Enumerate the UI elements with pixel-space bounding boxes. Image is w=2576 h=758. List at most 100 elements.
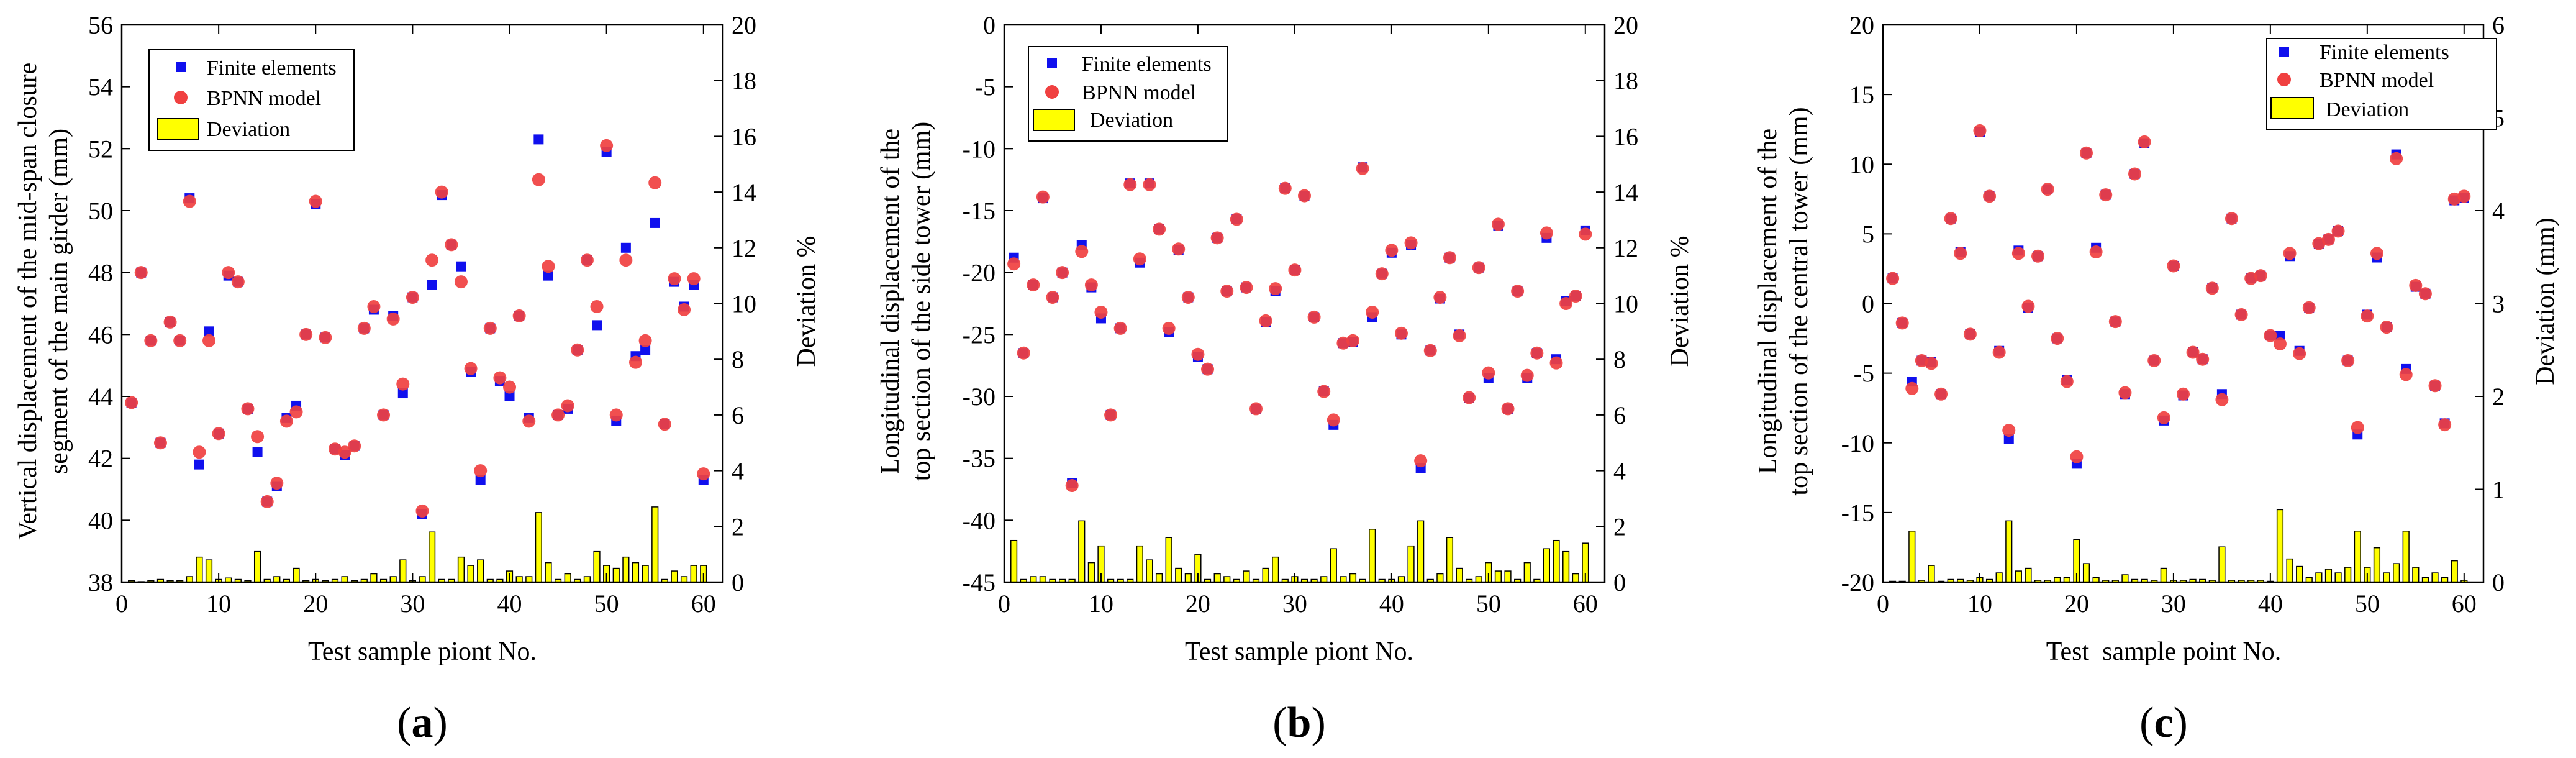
deviation-bar (2334, 572, 2342, 583)
y2-tick-label: 12 (732, 234, 756, 262)
deviation-bar (1908, 531, 1916, 583)
y-tick-label: -10 (1841, 429, 1874, 457)
deviation-bar (1995, 572, 2003, 583)
bpnn-point (2409, 278, 2423, 292)
bpnn-point (503, 380, 517, 394)
bpnn-point (2080, 146, 2093, 160)
finite-element-point (475, 475, 486, 485)
y-tick-label: 56 (88, 11, 113, 39)
deviation-bar (2160, 567, 2167, 583)
deviation-bar (515, 576, 523, 583)
y-tick-label: -15 (1841, 499, 1874, 527)
bpnn-point (609, 408, 623, 422)
bpnn-point (2157, 411, 2170, 424)
panel-label-b-letter: b (1287, 699, 1312, 747)
bpnn-point (628, 355, 642, 369)
bpnn-point (1007, 257, 1021, 271)
finite-element-point (252, 447, 263, 457)
bpnn-point (1973, 124, 1987, 137)
bpnn-point (2177, 387, 2190, 401)
bpnn-point (1963, 327, 1977, 341)
deviation-bar (1572, 573, 1579, 583)
bpnn-point (2138, 135, 2151, 148)
bpnn-point (2331, 224, 2345, 238)
bpnn-point (1443, 251, 1456, 265)
deviation-bar (564, 573, 571, 583)
deviation-bar (1504, 570, 1512, 583)
bpnn-point (580, 253, 594, 267)
bpnn-point (1453, 329, 1466, 342)
y2-tick-label: 0 (732, 568, 744, 596)
x-tick-label: 60 (1573, 590, 1598, 618)
y2-tick-label: 4 (732, 457, 744, 485)
x-tick-label: 30 (400, 590, 425, 618)
y2-tick-label: 4 (1613, 457, 1626, 485)
bpnn-point (542, 260, 555, 273)
bpnn-point (2021, 299, 2035, 313)
bpnn-point (1269, 282, 1282, 296)
y2-tick-label: 0 (1613, 568, 1626, 596)
deviation-bar (1320, 576, 1328, 583)
y-tick-label: -45 (963, 568, 995, 596)
y-tick-label: -10 (963, 135, 995, 163)
bpnn-point (2273, 337, 2287, 351)
bpnn-point (1143, 178, 1156, 191)
bpnn-point (2302, 301, 2316, 314)
deviation-bar (1523, 562, 1531, 583)
deviation-bar (2025, 567, 2032, 583)
bpnn-point (1934, 387, 1948, 401)
bpnn-point (522, 414, 536, 428)
deviation-bar (1543, 548, 1551, 583)
bpnn-point (2011, 247, 2025, 260)
bpnn-point (561, 399, 574, 413)
bpnn-point (2089, 245, 2103, 259)
deviation-bar (2276, 509, 2284, 583)
deviation-bar (1446, 537, 1454, 583)
finite-element-point (650, 217, 660, 228)
bpnn-point (2128, 167, 2142, 181)
deviation-bar (1223, 576, 1231, 583)
deviation-bar (477, 559, 484, 583)
legend-marker-fe-b (1047, 58, 1057, 68)
x-tick-label: 50 (594, 590, 619, 618)
bpnn-point (134, 266, 148, 280)
panel-label-a: (a) (397, 699, 448, 747)
y2-tick-label: 8 (732, 345, 744, 373)
y-tick-label: 0 (983, 11, 995, 39)
x-tick-label: 50 (2355, 590, 2380, 618)
finite-element-point (640, 345, 651, 355)
legend-b: Finite elements BPNN model Deviation (1028, 46, 1228, 142)
deviation-bar (1243, 570, 1250, 583)
deviation-bar (2324, 568, 2333, 583)
y2-tick-label: 0 (2492, 568, 2505, 596)
y-axis-label-a-line2: segment of the main girder (mm) (45, 129, 73, 474)
bpnn-point (2438, 418, 2452, 432)
bpnn-point (1954, 247, 1967, 260)
deviation-bar (535, 512, 542, 583)
bpnn-point (2167, 259, 2180, 273)
deviation-bar (253, 550, 261, 583)
bpnn-point (173, 334, 187, 347)
bpnn-point (202, 334, 216, 347)
bpnn-point (1491, 217, 1505, 231)
y-tick-label: 20 (1849, 11, 1874, 39)
y2-tick-label: 6 (1613, 401, 1626, 429)
bpnn-point (1172, 242, 1186, 256)
deviation-bar (690, 565, 697, 583)
deviation-bar (2393, 563, 2400, 583)
deviation-bar (1494, 570, 1502, 583)
bpnn-point (454, 275, 468, 289)
bpnn-point (600, 139, 614, 152)
y2-axis-label-c: Deviation (mm) (2531, 217, 2560, 385)
bpnn-point (1559, 297, 1573, 310)
bpnn-point (425, 253, 439, 267)
deviation-bar (2015, 570, 2022, 583)
x-axis-label-a: Test sample piont No. (308, 637, 537, 666)
deviation-bar (622, 556, 630, 583)
bpnn-point (289, 405, 303, 419)
y2-tick-label: 12 (1613, 234, 1638, 262)
bpnn-point (2215, 393, 2229, 406)
bpnn-point (668, 272, 681, 286)
bpnn-point (377, 408, 391, 422)
legend-marker-dev-b (1033, 109, 1075, 131)
